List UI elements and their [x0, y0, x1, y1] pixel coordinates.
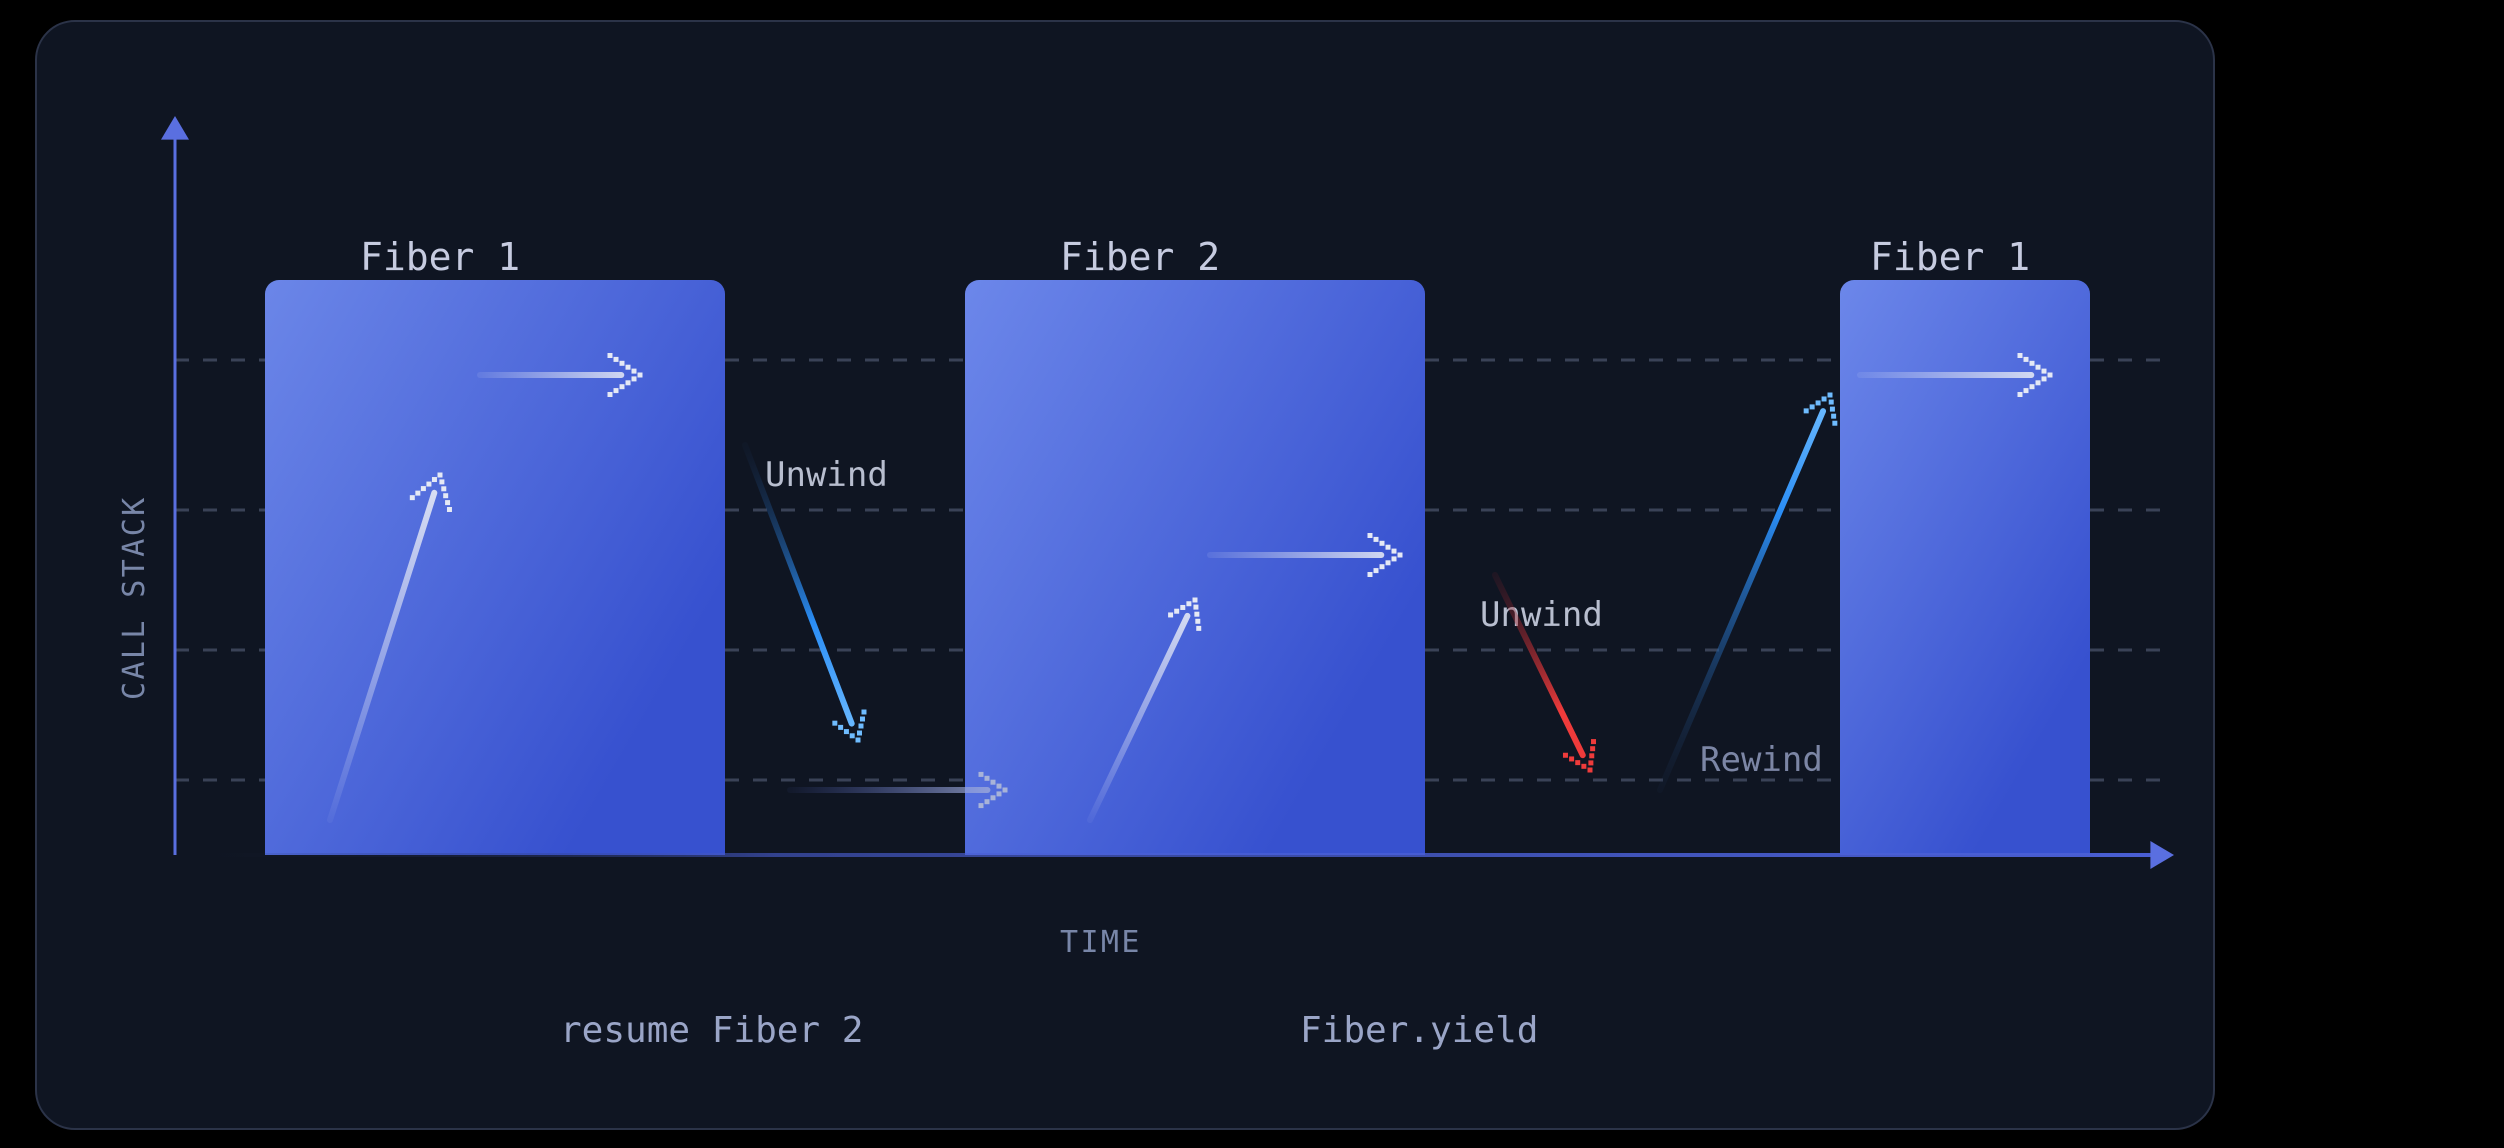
fiber-2-stack-box: [965, 280, 1425, 855]
rewind-label: Rewind: [1700, 740, 1823, 780]
diagram-viewport: CALL STACK TIME Fiber 1 Fiber 2 Fiber 1 …: [0, 0, 2504, 1148]
resume-caption: resume Fiber 2: [560, 1010, 863, 1051]
y-axis-label: CALL STACK: [117, 495, 152, 700]
unwind-label-1: Unwind: [765, 455, 888, 495]
x-axis-label: TIME: [1060, 925, 1142, 960]
fiber-2-title: Fiber 2: [1060, 235, 1220, 279]
fiber-1b-stack-box: [1840, 280, 2090, 855]
fiber-1-stack-box: [265, 280, 725, 855]
unwind-label-2: Unwind: [1480, 595, 1603, 635]
fiber-1b-title: Fiber 1: [1870, 235, 2030, 279]
fiber-1-title: Fiber 1: [360, 235, 520, 279]
yield-caption: Fiber.yield: [1300, 1010, 1538, 1051]
